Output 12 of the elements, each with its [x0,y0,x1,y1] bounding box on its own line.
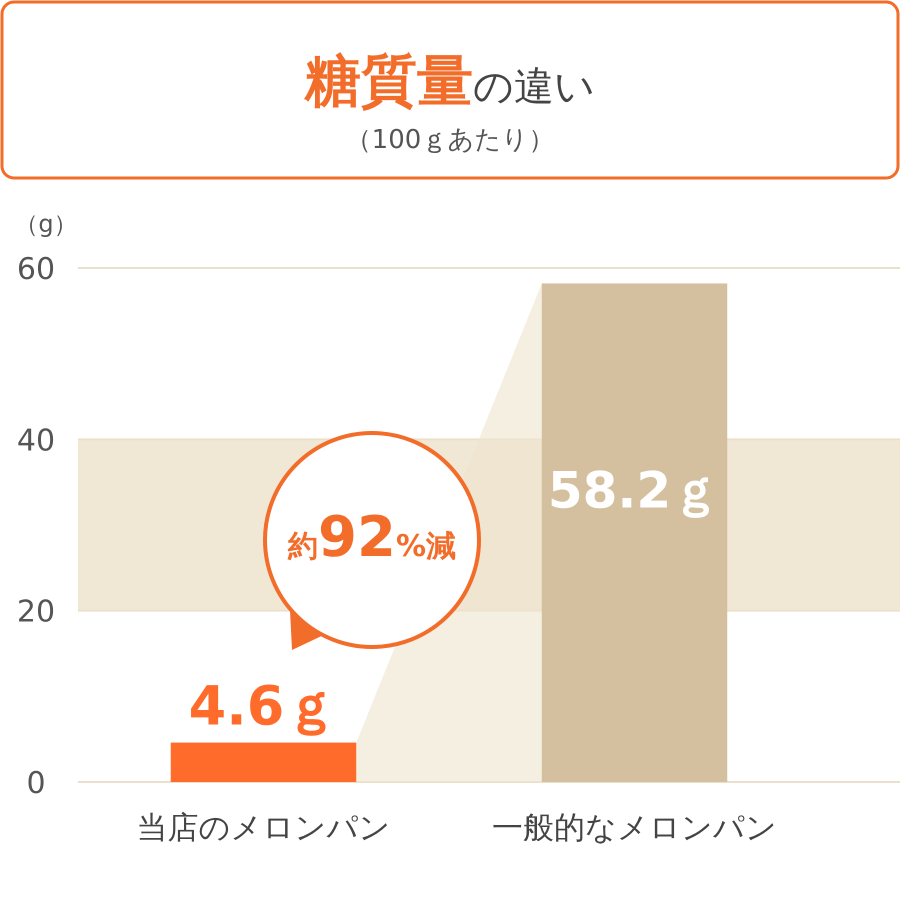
y-tick-label: 20 [16,594,56,630]
y-tick-label: 60 [16,252,56,287]
y-tick-label: 40 [16,423,56,458]
data-label: 58.2ｇ [548,462,722,520]
y-axis-title: （g） [14,210,78,238]
x-tick-label: 一般的なメロンパン [492,810,777,846]
annotation: 約92%減 [287,505,456,570]
y-tick-label: 0 [26,766,46,801]
chart-title: 糖質量の違い [303,49,595,114]
data-label: 4.6ｇ [188,674,338,738]
chart-subtitle: （100ｇあたり） [346,125,554,155]
x-tick-label: 当店のメロンパン [136,810,390,846]
